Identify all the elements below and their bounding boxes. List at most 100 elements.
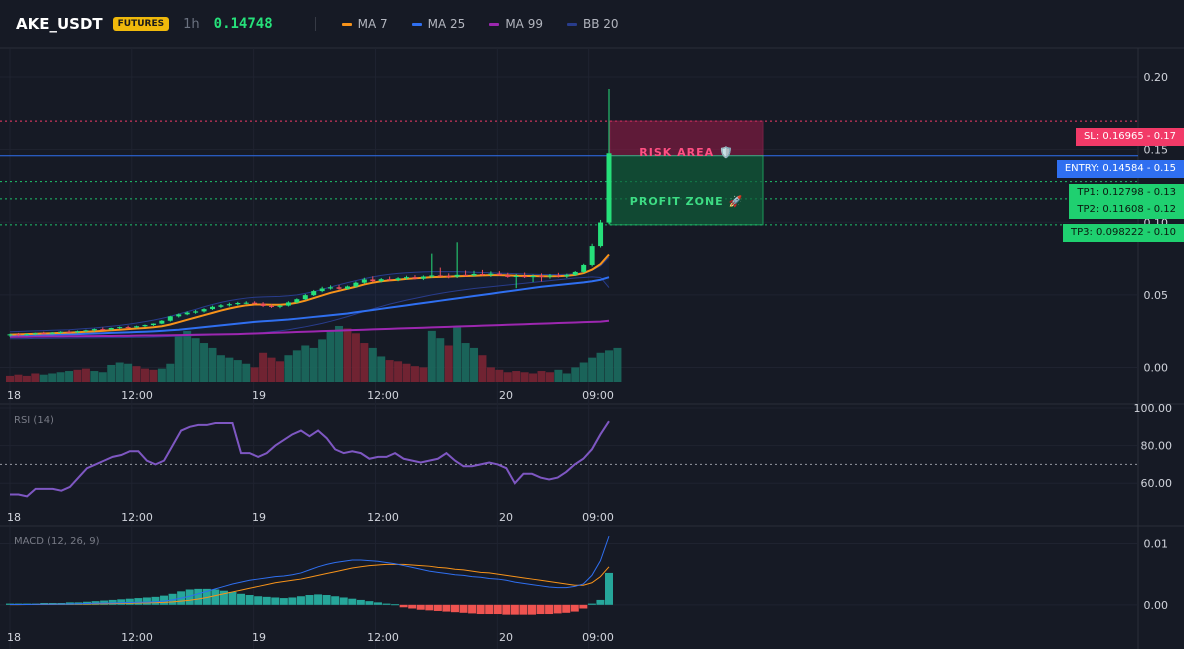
tp1-price-tag[interactable]: TP1: 0.12798 - 0.13	[1069, 184, 1184, 202]
macd-title: MACD (12, 26, 9)	[14, 536, 100, 547]
legend-ma25[interactable]: MA 25	[411, 17, 465, 31]
volume-bar	[174, 335, 183, 382]
legend-ma99[interactable]: MA 99	[489, 17, 543, 31]
bollinger-upper-line	[9, 256, 610, 333]
macd-pane[interactable]	[6, 535, 613, 615]
volume-bar	[571, 367, 580, 382]
volume-bar	[554, 369, 563, 382]
candle-body	[125, 327, 131, 329]
macd-histogram-bar	[245, 595, 254, 605]
macd-histogram-bar	[134, 598, 143, 605]
volume-bar	[520, 372, 529, 382]
volume-bar	[48, 373, 57, 382]
macd-histogram-bar	[125, 598, 134, 605]
time-axis-label: 09:00	[582, 389, 614, 402]
volume-bar	[335, 326, 344, 382]
candle-body	[539, 275, 545, 277]
ma7-swatch	[341, 22, 352, 26]
chart-header: AKE_USDT FUTURES 1h 0.14748 MA 7 MA 25 M…	[0, 0, 1184, 48]
volume-bar	[436, 338, 445, 382]
volume-bar	[503, 372, 512, 382]
legend-ma7[interactable]: MA 7	[341, 17, 388, 31]
volume-bar	[191, 338, 200, 382]
volume-bar	[284, 355, 293, 382]
volume-bar	[351, 333, 360, 382]
time-axis-label: 20	[499, 631, 513, 644]
volume-bar	[90, 371, 99, 382]
volume-bar	[124, 363, 133, 382]
volume-bar	[292, 350, 301, 382]
macd-histogram-bar	[108, 599, 117, 605]
volume-bar	[65, 371, 74, 382]
ma25-swatch	[411, 22, 422, 26]
symbol-name[interactable]: AKE_USDT	[16, 15, 103, 33]
volume-bar	[427, 330, 436, 382]
time-axis-label: 18	[7, 389, 21, 402]
macd-histogram-bar	[382, 603, 391, 605]
rsi-axis-label: 100.00	[1134, 402, 1173, 415]
legend-ma7-label: MA 7	[357, 17, 388, 31]
time-axis-label: 20	[499, 389, 513, 402]
volume-bar	[470, 347, 479, 382]
price-axis-label: 0.05	[1144, 289, 1169, 302]
entry-price-tag[interactable]: ENTRY: 0.14584 - 0.15	[1056, 160, 1184, 178]
macd-histogram-bar	[314, 594, 323, 605]
volume-bar	[545, 372, 554, 382]
volume-bar	[301, 345, 310, 382]
volume-bar	[360, 343, 369, 382]
macd-histogram-bar	[416, 604, 425, 610]
risk-area-box	[609, 120, 764, 157]
candle-body	[7, 334, 13, 336]
header-divider	[314, 17, 316, 31]
candle-body	[370, 279, 376, 282]
rsi-pane[interactable]	[0, 420, 1138, 498]
volume-bar	[318, 339, 327, 382]
volume-bar	[157, 368, 166, 382]
macd-histogram-bar	[202, 588, 211, 605]
macd-histogram-bar	[536, 604, 545, 615]
candle-body	[150, 323, 156, 326]
volume-bar	[419, 367, 428, 382]
macd-histogram-bar	[399, 604, 408, 608]
candle-body	[24, 334, 30, 336]
candle-body	[201, 309, 207, 312]
volume-bar	[343, 328, 352, 382]
volume-bar	[410, 366, 419, 382]
tp2-price-tag[interactable]: TP2: 0.11608 - 0.12	[1069, 201, 1184, 219]
candle-body	[294, 299, 300, 303]
candle-body	[454, 274, 460, 277]
candle-body	[395, 278, 401, 281]
sl-price-tag[interactable]: SL: 0.16965 - 0.17	[1075, 128, 1184, 146]
volume-bar	[579, 362, 588, 382]
macd-histogram-bar	[279, 598, 288, 605]
last-price: 0.14748	[213, 16, 273, 32]
bollinger-lower-line	[10, 276, 610, 340]
volume-bar	[200, 343, 209, 382]
candle-body	[142, 325, 148, 327]
candle-body	[328, 287, 334, 289]
volume-bar	[14, 374, 23, 382]
candle-body	[167, 316, 173, 321]
timeframe-label[interactable]: 1h	[183, 16, 200, 32]
macd-histogram-bar	[194, 588, 203, 605]
tp3-price-tag[interactable]: TP3: 0.098222 - 0.10	[1063, 224, 1184, 242]
candle-body	[302, 295, 308, 300]
macd-histogram-bar	[587, 603, 596, 605]
macd-histogram-bar	[322, 595, 331, 605]
ma99-swatch	[489, 22, 500, 26]
macd-histogram-bar	[579, 604, 588, 609]
time-axis-label: 20	[499, 511, 513, 524]
volume-bar	[275, 361, 284, 382]
price-pane[interactable]	[0, 88, 1138, 382]
candle-body	[547, 275, 553, 277]
volume-bar	[326, 330, 335, 382]
macd-histogram-bar	[476, 604, 485, 615]
volume-bar	[132, 366, 141, 382]
candle-body	[134, 326, 140, 328]
legend-bb20[interactable]: BB 20	[566, 17, 619, 31]
macd-histogram-bar	[296, 596, 305, 605]
volume-bar	[512, 371, 521, 382]
time-axis-label: 12:00	[121, 631, 153, 644]
macd-histogram-bar	[562, 604, 571, 613]
